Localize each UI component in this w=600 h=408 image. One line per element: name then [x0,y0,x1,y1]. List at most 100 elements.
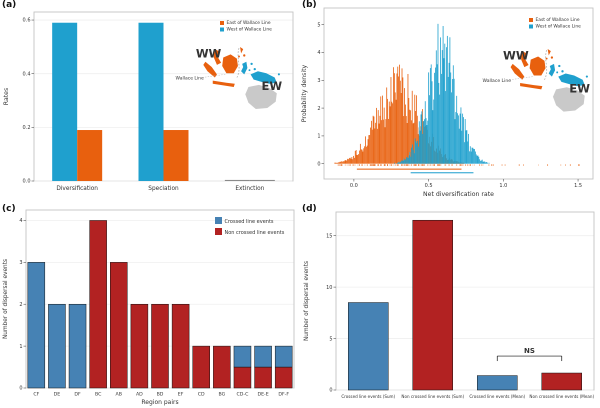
svg-text:Non crossed line events (Sum): Non crossed line events (Sum) [401,394,464,399]
ns-annotation: NS [496,347,563,362]
svg-text:DF-F: DF-F [278,392,289,398]
bar [541,372,582,391]
legend-swatch [215,217,222,224]
map-ww-label: WW [196,47,222,61]
svg-text:Extinction: Extinction [235,186,264,192]
panel-c-chart: 0 1 2 3 4 CF DE DF BC AB AD BD EF CD BG CD-C DE-E DF-F Reg… [3,209,295,406]
svg-text:3: 3 [317,78,320,84]
y-axis-label: Number of dispersal events [3,259,9,339]
svg-text:DE: DE [54,392,61,398]
panel-a-chart: 0.0 0.2 0.4 0.6 Diversification Speciation Ext… [3,11,294,192]
svg-text:0: 0 [317,161,320,167]
legend-swatch [529,18,533,22]
y-axis-label: Number of dispersal events [304,261,310,341]
svg-text:0.0: 0.0 [23,179,31,185]
bar [249,179,275,181]
map-ww-label: WW [503,49,529,63]
svg-text:Crossed line events: Crossed line events [225,219,274,225]
bar-segment [151,303,169,389]
y-axis-label: Rates [3,88,10,105]
svg-text:Diversification: Diversification [56,186,98,192]
svg-text:EF: EF [178,392,184,398]
svg-text:CD: CD [198,392,205,398]
panel-d-label: (d) [302,204,317,214]
svg-text:0.4: 0.4 [23,71,31,77]
wallace-line-map-inset: WW EW Wallace Line [483,49,590,112]
svg-text:Speciation: Speciation [148,186,179,192]
bar-segment [254,366,272,389]
bar-segment [213,345,231,389]
bar [77,130,103,181]
panel-b-label: (b) [302,0,317,10]
svg-text:West of Wallace Line: West of Wallace Line [227,27,273,33]
svg-text:Crossed line events (Sum): Crossed line events (Sum) [341,394,395,399]
bar-segment [254,345,272,368]
bar [477,375,518,391]
panel-a-label: (a) [2,0,17,10]
map-ew-label: EW [569,82,590,96]
y-axis: 0.0 0.2 0.4 0.6 [23,18,34,185]
panel-b-chart: 0 1 2 3 4 5 0.0 0.5 1.0 1.5 Net diversification ra… [301,7,594,198]
interval-bars [356,168,474,174]
svg-text:0: 0 [19,386,22,392]
bar-segment [171,303,190,389]
svg-text:BD: BD [157,392,164,398]
panel-a: (a) 0.0 0.2 0.4 0.6 Diversification Speciatio… [0,0,300,204]
svg-text:CF: CF [33,392,39,398]
legend-swatch [220,21,224,25]
svg-text:East of Wallace Line: East of Wallace Line [536,17,580,23]
bar [412,219,453,391]
svg-text:1: 1 [317,134,320,140]
bar [348,302,389,391]
bars [27,220,293,389]
y-axis-label: Probability density [301,64,308,122]
y-axis: 0 1 2 3 4 5 [317,22,324,167]
svg-text:BC: BC [95,392,102,398]
svg-text:0.5: 0.5 [425,183,433,189]
bar-segment [233,366,252,389]
x-axis: 0.0 0.5 1.0 1.5 [350,179,582,189]
map-wallace-line-label: Wallace Line [483,78,512,84]
bar-segment [130,303,149,389]
svg-text:5: 5 [329,336,332,342]
bar [163,130,189,181]
bar-segment [89,220,107,389]
svg-text:1: 1 [19,344,22,350]
map-wallace-line-label: Wallace Line [176,76,204,82]
svg-text:1.0: 1.0 [499,183,507,189]
bar [224,179,250,181]
legend: Crossed line events Non crossed line even… [215,217,285,236]
wallace-line-map-inset: WW EW Wallace Line [176,47,282,109]
svg-text:4: 4 [317,50,320,56]
bar-segment [233,345,252,368]
bars [348,219,582,391]
legend-swatch [220,27,224,32]
y-axis: 0 1 2 3 4 [19,218,26,392]
svg-text:1.5: 1.5 [574,183,582,189]
panel-c-label: (c) [2,204,16,214]
svg-text:0.0: 0.0 [350,183,358,189]
svg-text:DF: DF [74,392,81,398]
bar-segment [192,345,210,389]
bars [52,22,275,181]
svg-text:0: 0 [329,388,332,394]
svg-text:AB: AB [116,392,122,398]
x-axis-label: Net diversification rate [423,191,494,198]
legend-swatch [215,228,222,235]
svg-text:Non crossed line events: Non crossed line events [225,230,285,236]
svg-text:BG: BG [218,392,225,398]
panel-b: (b) 0 1 2 3 4 5 0.0 0.5 1.0 1.5 Net diversificatio… [300,0,600,204]
svg-text:15: 15 [326,233,332,239]
svg-text:3: 3 [19,260,22,266]
svg-text:10: 10 [326,285,332,291]
bar [52,22,78,181]
svg-text:2: 2 [317,106,320,112]
density-histogram [334,23,490,164]
bar-segment [274,366,293,389]
y-axis: 0 5 10 15 [326,233,336,394]
panel-c: (c) 0 1 2 3 4 CF DE DF BC AB AD BD EF CD BG CD-C DE-E DF-… [0,204,300,408]
bar-segment [27,262,46,389]
